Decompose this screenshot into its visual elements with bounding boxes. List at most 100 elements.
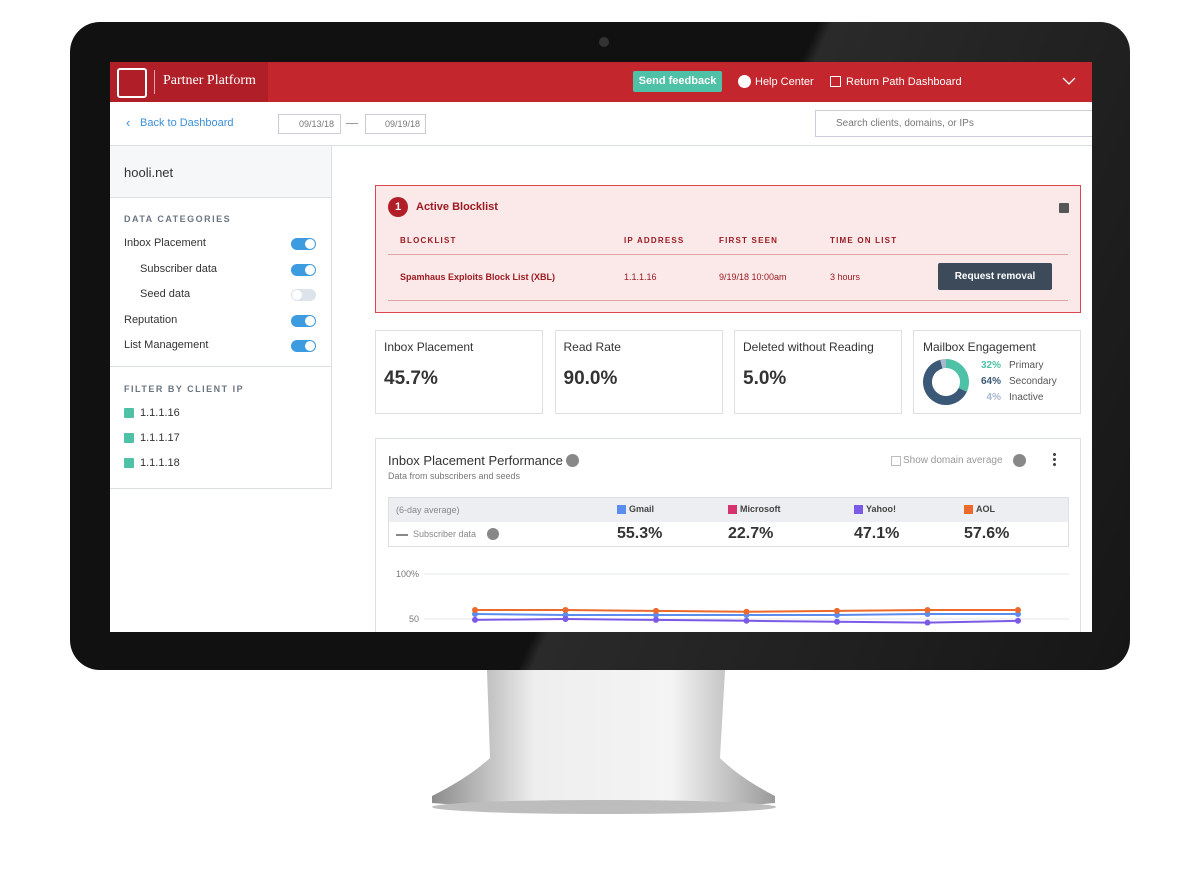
- logo: [117, 68, 147, 98]
- external-icon: [830, 76, 841, 87]
- ip-label: 1.1.1.18: [140, 457, 180, 469]
- camera: [599, 37, 609, 47]
- back-link[interactable]: Back to Dashboard: [140, 117, 234, 129]
- donut-segment: [940, 359, 947, 369]
- card-value: 90.0%: [563, 368, 618, 389]
- divider: [154, 70, 155, 94]
- data-point: [834, 618, 840, 625]
- cell: 9/19/18 10:00am: [719, 272, 787, 282]
- help-icon: [738, 75, 751, 88]
- metric-card: Read Rate 90.0%: [554, 330, 723, 414]
- metric-card: Deleted without Reading 5.0%: [734, 330, 902, 414]
- legend-label: Gmail: [629, 504, 655, 514]
- data-point: [562, 616, 569, 622]
- section-title: FILTER BY CLIENT IP: [124, 384, 245, 394]
- date-from[interactable]: 09/13/18: [278, 114, 341, 134]
- performance-panel: Inbox Placement Performance Data from su…: [375, 438, 1081, 632]
- sidebar: hooli.net DATA CATEGORIES Inbox Placemen…: [110, 146, 332, 489]
- y-tick-label: 100%: [396, 569, 419, 579]
- engagement-value: 64%: [980, 376, 1001, 387]
- summary-value: 55.3%: [617, 525, 663, 542]
- toggle[interactable]: [291, 289, 316, 301]
- monitor-stand: [432, 670, 776, 814]
- request-removal-button[interactable]: Request removal: [938, 263, 1052, 290]
- checkbox[interactable]: [124, 433, 134, 443]
- date-to[interactable]: 09/19/18: [365, 114, 426, 134]
- summary-value: 57.6%: [964, 525, 1010, 542]
- toggle-knob: [305, 264, 315, 275]
- card-label: Deleted without Reading: [743, 340, 874, 354]
- toggle[interactable]: [291, 314, 316, 327]
- feedback-button[interactable]: Send feedback: [633, 71, 722, 92]
- card-label: Read Rate: [563, 340, 621, 354]
- legend-swatch: [854, 505, 863, 514]
- data-point: [653, 616, 659, 623]
- checkbox[interactable]: [891, 456, 901, 466]
- data-point: [743, 617, 750, 624]
- summary-value: 47.1%: [854, 525, 900, 542]
- row-label: Subscriber data: [413, 529, 477, 539]
- column-header: TIME ON LIST: [830, 236, 898, 245]
- engagement-card: Mailbox Engagement 32% Primary 64% Secondar…: [913, 330, 1081, 414]
- average-label: (6-day average): [396, 505, 460, 515]
- panel-subtitle: Data from subscribers and seeds: [388, 471, 521, 481]
- card-label: Inbox Placement: [384, 340, 474, 354]
- summary-value: 22.7%: [728, 525, 774, 542]
- divider: [388, 254, 1068, 255]
- count-badge: 1: [388, 197, 408, 217]
- legend-label: AOL: [976, 504, 995, 514]
- legend-swatch: [617, 505, 626, 514]
- legend-label: Yahoo!: [866, 504, 897, 514]
- category-label: Reputation: [124, 313, 178, 326]
- legend-swatch: [964, 505, 973, 514]
- blocklist-panel: 1 Active Blocklist BLOCKLIST IP ADDRESS FI…: [375, 185, 1081, 313]
- toggle-knob: [305, 315, 315, 326]
- toggle-knob: [305, 341, 315, 351]
- dashboard-link[interactable]: Return Path Dashboard: [846, 76, 962, 88]
- line-chart: 100% 50: [396, 569, 1069, 626]
- ip-label: 1.1.1.16: [140, 407, 180, 419]
- screen: Partner Platform Send feedback Help Cent…: [110, 62, 1092, 632]
- card-label: Mailbox Engagement: [923, 340, 1036, 354]
- metric-card: Inbox Placement 45.7%: [375, 330, 543, 414]
- line-key: [396, 534, 408, 536]
- checkbox[interactable]: [124, 408, 134, 418]
- donut: [923, 359, 969, 405]
- search-box[interactable]: Search clients, domains, or IPs: [815, 110, 1092, 137]
- collapse-button[interactable]: [1059, 203, 1069, 213]
- top-bar: Partner Platform Send feedback Help Cent…: [110, 62, 1092, 102]
- help-icon[interactable]: [1013, 454, 1026, 467]
- donut-segment: [923, 359, 967, 405]
- data-point: [1015, 617, 1021, 624]
- engagement-label: Secondary: [1009, 376, 1057, 387]
- toggle-knob: [305, 239, 315, 249]
- help-icon[interactable]: [487, 528, 499, 540]
- section-title: DATA CATEGORIES: [124, 214, 232, 224]
- cell: Spamhaus Exploits Block List (XBL): [400, 272, 556, 282]
- client-name: hooli.net: [124, 165, 174, 180]
- engagement-value: 32%: [980, 360, 1001, 371]
- cell: 3 hours: [830, 272, 861, 282]
- checkbox[interactable]: [124, 458, 134, 468]
- help-link[interactable]: Help Center: [755, 76, 814, 88]
- toggle[interactable]: [291, 263, 316, 276]
- column-header: BLOCKLIST: [400, 236, 457, 245]
- divider: [388, 300, 1068, 301]
- category-label: Subscriber data: [140, 262, 218, 275]
- toggle-label[interactable]: Show domain average: [903, 455, 1003, 466]
- donut-segment: [945, 359, 969, 392]
- data-point: [924, 619, 931, 626]
- menu-chevron[interactable]: [1062, 76, 1076, 86]
- column-header: FIRST SEEN: [719, 236, 779, 245]
- data-point: [924, 607, 931, 613]
- category-label: List Management: [124, 339, 209, 351]
- card-value: 5.0%: [743, 368, 787, 389]
- toggle[interactable]: [291, 238, 316, 250]
- toggle[interactable]: [291, 340, 316, 352]
- data-point: [562, 607, 569, 613]
- legend-swatch: [728, 505, 737, 514]
- help-icon[interactable]: [566, 454, 579, 467]
- cell: 1.1.1.16: [624, 272, 657, 282]
- more-menu[interactable]: [1053, 452, 1056, 467]
